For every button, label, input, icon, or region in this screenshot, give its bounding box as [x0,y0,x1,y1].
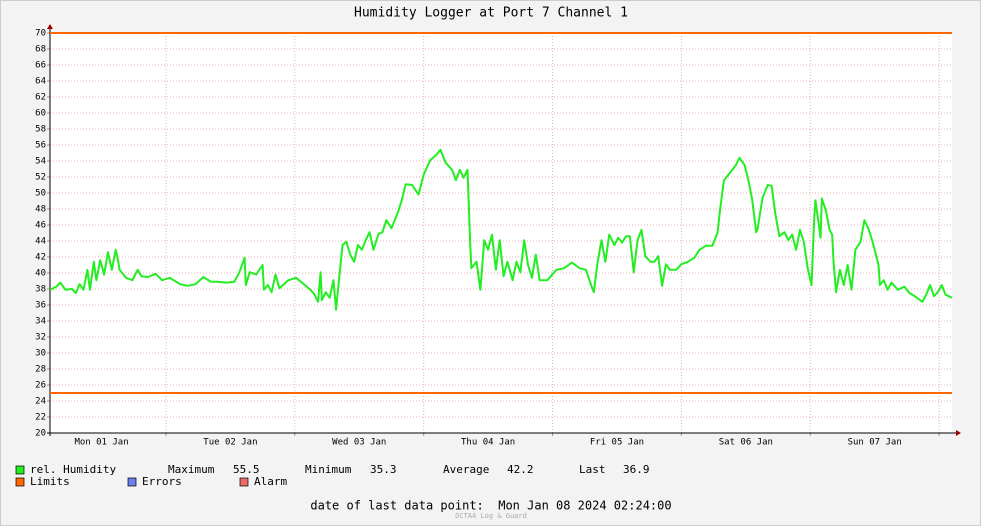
y-tick-label: 38 [35,285,46,295]
legend-label: Limits [30,475,70,488]
stat-value: 36.9 [623,463,650,476]
chart-title: Humidity Logger at Port 7 Channel 1 [354,6,628,21]
y-tick-label: 40 [35,269,46,279]
stat-label: Minimum [305,463,352,476]
x-tick-label: Thu 04 Jan [461,438,515,448]
stat-label: Average [443,463,489,476]
stat-label: Last [579,463,606,476]
stat-label: Maximum [168,463,215,476]
y-tick-label: 36 [35,301,46,311]
y-tick-label: 58 [35,125,46,135]
y-tick-label: 20 [35,429,46,439]
y-tick-label: 50 [35,189,46,199]
y-tick-label: 60 [35,109,46,119]
legend-label: Alarm [254,475,287,488]
y-tick-label: 70 [35,29,46,39]
y-axis-arrow [47,24,53,29]
y-tick-label: 56 [35,141,46,151]
x-tick-label: Mon 01 Jan [74,438,128,448]
y-tick-label: 48 [35,205,46,215]
y-tick-label: 24 [35,397,46,407]
y-tick-label: 62 [35,93,46,103]
legend-label: Errors [142,475,182,488]
y-tick-label: 34 [35,317,46,327]
y-tick-label: 46 [35,221,46,231]
y-tick-label: 30 [35,349,46,359]
plot-area [50,33,952,433]
legend-swatch [15,477,25,487]
legend-swatch [127,477,137,487]
stat-value: 35.3 [370,463,397,476]
y-tick-label: 32 [35,333,46,343]
legend-label: rel. Humidity [30,463,116,476]
y-tick-label: 44 [35,237,46,247]
x-tick-label: Fri 05 Jan [590,438,644,448]
stat-value: 42.2 [507,463,534,476]
legend-swatch [239,477,249,487]
x-tick-label: Sat 06 Jan [719,438,773,448]
stat-value: 55.5 [233,463,260,476]
x-tick-label: Sun 07 Jan [848,438,902,448]
legend-swatch [15,465,25,475]
y-tick-label: 42 [35,253,46,263]
y-tick-label: 52 [35,173,46,183]
watermark: OCTA4 Log & Guard [455,512,527,520]
x-tick-label: Tue 02 Jan [203,438,257,448]
y-tick-label: 26 [35,381,46,391]
y-tick-label: 54 [35,157,46,167]
y-tick-label: 22 [35,413,46,423]
y-tick-label: 64 [35,77,46,87]
y-tick-label: 68 [35,45,46,55]
series-line [49,148,953,311]
x-tick-label: Wed 03 Jan [332,438,386,448]
x-axis-arrow [956,430,961,436]
footer: date of last data point: Mon Jan 08 2024… [310,499,671,513]
y-tick-label: 66 [35,61,46,71]
y-tick-label: 28 [35,365,46,375]
